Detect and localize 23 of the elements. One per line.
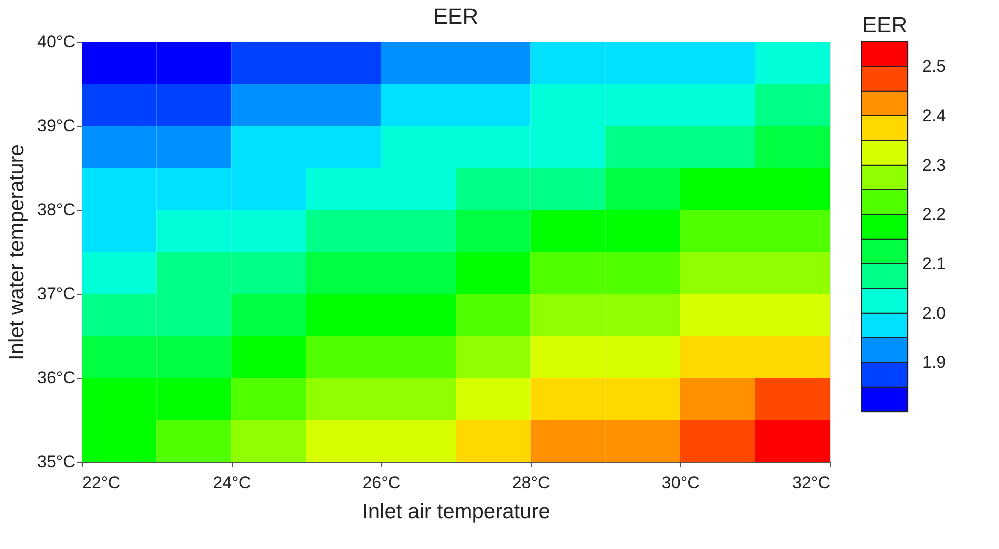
x-tick-label: 22°C	[82, 474, 120, 492]
color-bar-label: 2.5	[922, 57, 946, 76]
x-tick-label: 28°C	[512, 474, 550, 492]
color-bar-label: 2.4	[922, 106, 946, 126]
y-axis-title: Inlet water temperature	[6, 144, 29, 360]
chart-title: EER	[433, 4, 479, 29]
y-tick-label: 38°C	[38, 200, 76, 220]
color-bar-title: EER	[862, 12, 908, 38]
color-bar-label: 1.9	[922, 353, 946, 372]
color-bar-label: 2.1	[922, 254, 946, 274]
x-tick-label: 30°C	[662, 474, 700, 492]
color-bar-label: 2.0	[922, 304, 946, 323]
color-bar-label: 2.3	[922, 156, 946, 175]
color-bar-label: 2.2	[922, 205, 946, 224]
y-tick-label: 37°C	[38, 284, 76, 304]
y-tick-label: 40°C	[38, 32, 76, 52]
x-tick-label: 24°C	[213, 474, 252, 492]
x-tick-label: 32°C	[792, 474, 830, 492]
x-axis-title: Inlet air temperature	[362, 500, 550, 524]
y-tick-label: 39°C	[38, 116, 76, 136]
y-tick-label: 36°C	[38, 368, 76, 388]
y-tick-label: 35°C	[38, 452, 76, 472]
x-tick-label: 26°C	[362, 474, 401, 492]
